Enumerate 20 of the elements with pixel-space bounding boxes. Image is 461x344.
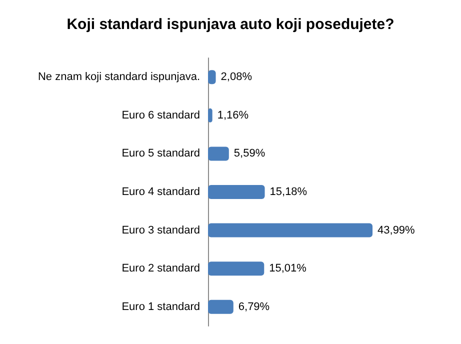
- y-tick-label: Euro 4 standard: [122, 186, 200, 198]
- y-tick-label: Ne znam koji standard ispunjava.: [38, 71, 200, 84]
- chart-title: Koji standard ispunjava auto koji posedujete?: [66, 16, 394, 33]
- y-tick-label: Euro 3 standard: [122, 224, 200, 236]
- y-tick-label: Euro 6 standard: [122, 109, 200, 122]
- bar: [208, 185, 265, 199]
- y-tick-label: Euro 1 standard: [122, 300, 200, 313]
- data-label: 5,59%: [234, 148, 266, 160]
- data-label: 15,18%: [270, 186, 308, 198]
- bar: [208, 262, 264, 276]
- data-label: 6,79%: [238, 300, 270, 313]
- bar: [208, 146, 229, 161]
- bar: [208, 300, 234, 314]
- data-label: 15,01%: [269, 262, 307, 275]
- y-tick-label: Euro 2 standard: [122, 262, 200, 275]
- bar: [208, 223, 373, 238]
- y-tick-label: Euro 5 standard: [122, 148, 200, 160]
- data-label: 2,08%: [220, 71, 252, 84]
- data-label: 43,99%: [378, 224, 416, 236]
- data-label: 1,16%: [217, 109, 249, 122]
